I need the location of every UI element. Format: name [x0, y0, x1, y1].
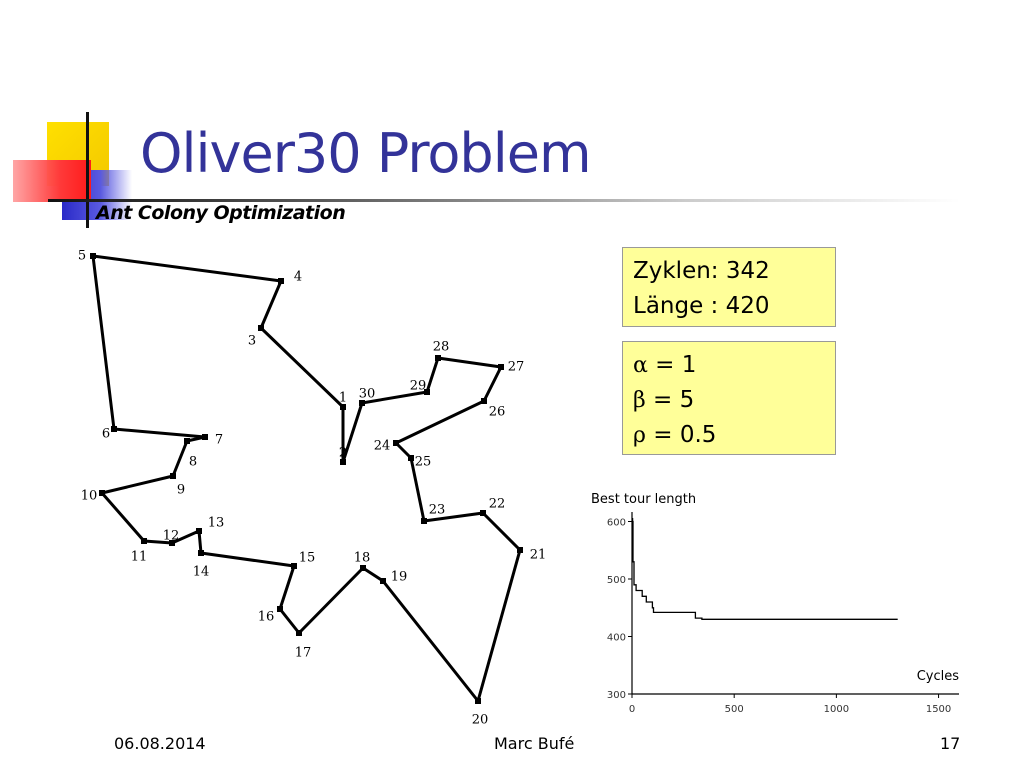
- param-rho: ρ = 0.5: [633, 418, 835, 453]
- city-label-6: 6: [102, 427, 110, 442]
- city-node-13: [196, 528, 202, 534]
- x-tick-label: 1000: [824, 704, 849, 715]
- city-label-7: 7: [215, 433, 223, 448]
- city-node-28: [435, 355, 441, 361]
- tour-path: [91, 254, 522, 703]
- city-node-14: [198, 550, 204, 556]
- city-node-12: [169, 540, 175, 546]
- city-node-24: [393, 440, 399, 446]
- city-node-3: [258, 325, 264, 331]
- length-stat: Länge : 420: [633, 293, 770, 319]
- city-node-2: [340, 459, 346, 465]
- city-label-11: 11: [131, 550, 148, 565]
- chart-series-line: [631, 517, 898, 620]
- x-tick-label: 500: [725, 704, 744, 715]
- city-label-19: 19: [391, 570, 408, 585]
- city-node-7: [202, 434, 208, 440]
- alpha-value: = 1: [655, 352, 697, 378]
- city-label-27: 27: [508, 360, 525, 375]
- city-label-20: 20: [472, 713, 489, 728]
- city-label-4: 4: [294, 270, 302, 285]
- city-label-10: 10: [81, 489, 98, 504]
- city-node-10: [99, 490, 105, 496]
- city-node-15: [291, 563, 297, 569]
- city-label-16: 16: [258, 610, 275, 625]
- city-node-20: [475, 698, 481, 704]
- slide-subtitle: Ant Colony Optimization: [96, 202, 346, 224]
- rho-symbol: ρ: [633, 423, 646, 448]
- city-node-11: [141, 538, 147, 544]
- decorative-red-square: [13, 160, 91, 202]
- best-tour-length-chart: Best tour length Cycles 300 400 500 600 0 500…: [591, 492, 960, 715]
- param-alpha: α = 1: [633, 348, 835, 383]
- decorative-vertical-line: [86, 112, 89, 228]
- alpha-symbol: α: [633, 353, 648, 378]
- footer-date: 06.08.2014: [114, 734, 206, 753]
- city-node-21: [517, 547, 523, 553]
- city-label-18: 18: [354, 551, 371, 566]
- y-tick-label: 600: [607, 518, 626, 529]
- footer-author: Marc Bufé: [494, 734, 575, 753]
- city-node-4: [278, 278, 284, 284]
- city-label-21: 21: [530, 548, 547, 563]
- city-label-2: 2: [339, 446, 347, 461]
- city-node-18: [360, 565, 366, 571]
- chart-title: Best tour length: [591, 492, 696, 507]
- city-node-19: [380, 578, 386, 584]
- city-node-5: [90, 253, 96, 259]
- city-label-13: 13: [208, 516, 225, 531]
- city-label-14: 14: [193, 565, 210, 580]
- rho-value: = 0.5: [653, 422, 717, 448]
- city-label-3: 3: [248, 334, 256, 349]
- city-node-29: [424, 389, 430, 395]
- city-node-25: [408, 455, 414, 461]
- beta-symbol: β: [633, 388, 646, 413]
- city-node-16: [277, 606, 283, 612]
- stats-box: Zyklen: 342 Länge : 420: [622, 247, 836, 327]
- city-label-28: 28: [433, 340, 450, 355]
- city-label-26: 26: [489, 405, 506, 420]
- city-label-12: 12: [163, 529, 180, 544]
- city-node-17: [296, 630, 302, 636]
- slide-title: Oliver30 Problem: [140, 122, 592, 185]
- param-beta: β = 5: [633, 383, 835, 418]
- x-tick-label: 0: [629, 704, 635, 715]
- city-label-29: 29: [410, 379, 427, 394]
- x-tick-label: 1500: [926, 704, 951, 715]
- city-node-23: [421, 518, 427, 524]
- city-label-8: 8: [189, 455, 197, 470]
- city-label-25: 25: [415, 455, 432, 470]
- city-node-22: [480, 510, 486, 516]
- city-node-8: [184, 438, 190, 444]
- city-label-15: 15: [299, 551, 316, 566]
- city-label-5: 5: [78, 249, 86, 264]
- footer-page-number: 17: [940, 734, 961, 753]
- chart-xlabel: Cycles: [917, 669, 960, 684]
- city-label-1: 1: [339, 391, 347, 406]
- city-label-30: 30: [359, 387, 376, 402]
- y-tick-label: 300: [607, 690, 626, 701]
- city-label-24: 24: [374, 439, 391, 454]
- decorative-horizontal-line: [48, 199, 960, 202]
- y-tick-label: 400: [607, 633, 626, 644]
- city-node-9: [170, 473, 176, 479]
- params-box: α = 1 β = 5 ρ = 0.5: [622, 341, 836, 455]
- city-node-1: [340, 404, 346, 410]
- city-label-23: 23: [429, 503, 446, 518]
- y-tick-label: 500: [607, 575, 626, 586]
- city-label-17: 17: [295, 646, 312, 661]
- beta-value: = 5: [653, 387, 695, 413]
- city-node-26: [481, 398, 487, 404]
- city-node-27: [498, 364, 504, 370]
- cycles-stat: Zyklen: 342: [633, 258, 770, 284]
- city-node-6: [111, 426, 117, 432]
- city-node-30: [359, 400, 365, 406]
- city-label-22: 22: [489, 497, 506, 512]
- city-label-9: 9: [177, 483, 185, 498]
